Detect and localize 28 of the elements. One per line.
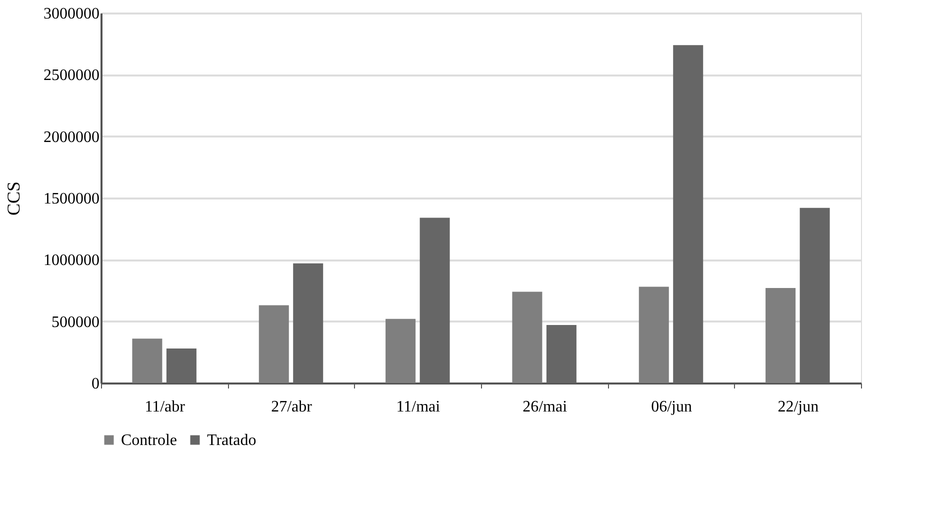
bar bbox=[673, 45, 704, 383]
bar bbox=[420, 218, 450, 383]
legend-label: Tratado bbox=[207, 432, 256, 449]
bar bbox=[546, 325, 576, 383]
y-tick-label: 1500000 bbox=[44, 190, 100, 208]
y-tick-label: 2000000 bbox=[44, 128, 100, 146]
x-tick-label: 06/jun bbox=[651, 398, 692, 416]
x-tick-label: 11/mai bbox=[396, 398, 441, 416]
x-tick-label: 26/mai bbox=[522, 398, 568, 416]
x-tick-label: 11/abr bbox=[144, 398, 186, 416]
y-tick-label: 2500000 bbox=[44, 67, 100, 84]
y-tick-label: 500000 bbox=[52, 314, 100, 331]
bar bbox=[132, 338, 162, 383]
y-tick-label: 1000000 bbox=[44, 252, 100, 270]
y-axis-title: CCS bbox=[4, 181, 24, 216]
bar bbox=[166, 348, 196, 383]
bar bbox=[386, 318, 416, 383]
bar bbox=[800, 208, 830, 383]
bar bbox=[766, 288, 796, 383]
bar bbox=[638, 286, 669, 383]
x-tick-label: 22/jun bbox=[778, 398, 819, 416]
y-tick-label: 3000000 bbox=[44, 6, 100, 22]
bar bbox=[512, 292, 542, 383]
bar bbox=[258, 305, 289, 383]
bar bbox=[293, 263, 324, 383]
x-tick-label: 27/abr bbox=[271, 398, 313, 416]
legend-label: Controle bbox=[121, 432, 177, 449]
y-tick-label: 0 bbox=[92, 376, 100, 392]
